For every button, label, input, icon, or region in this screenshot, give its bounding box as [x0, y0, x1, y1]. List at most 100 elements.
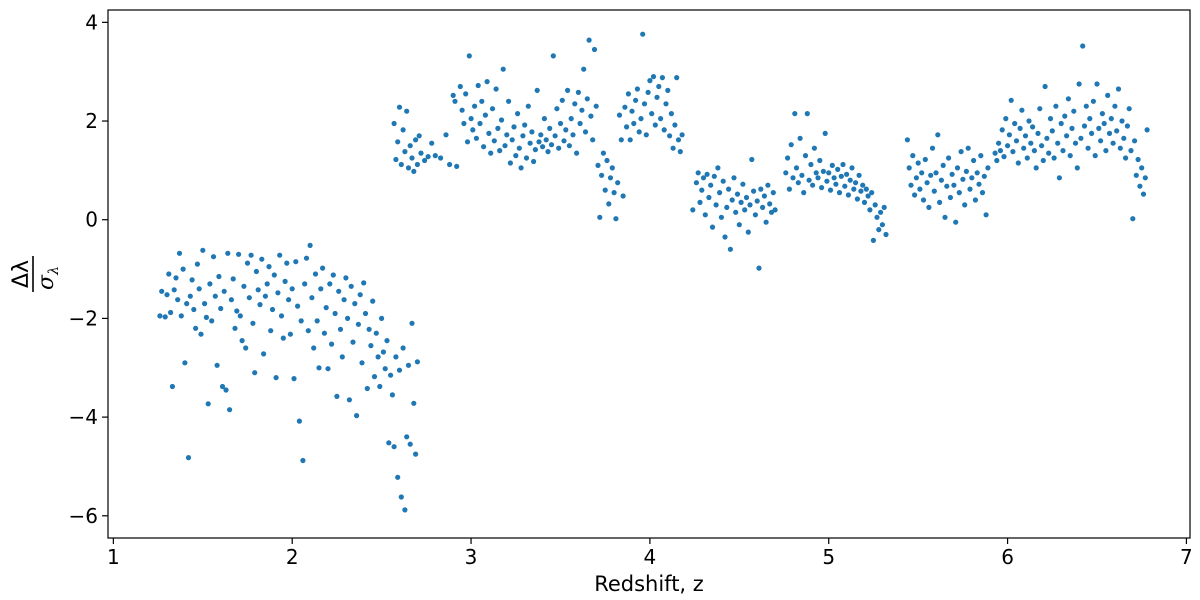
data-point [271, 272, 277, 278]
data-point [604, 157, 610, 164]
data-point [706, 194, 712, 201]
data-point [175, 297, 181, 303]
data-point [997, 148, 1004, 154]
data-point [470, 127, 476, 133]
data-point [924, 180, 930, 186]
data-point [736, 222, 742, 228]
data-point [364, 385, 370, 392]
data-point [210, 254, 217, 260]
data-point [389, 392, 395, 398]
data-point [840, 161, 846, 168]
data-point [720, 178, 726, 184]
data-point [454, 163, 460, 169]
data-point [168, 309, 174, 316]
data-point [999, 127, 1005, 133]
data-point [1035, 130, 1041, 136]
data-point [362, 310, 369, 317]
data-point [979, 190, 986, 196]
data-point [513, 153, 519, 159]
x-tick-label: 7 [1180, 545, 1193, 569]
data-point [239, 338, 245, 344]
data-point [758, 186, 764, 192]
data-point [1013, 138, 1020, 144]
data-point [337, 326, 344, 332]
data-point [482, 112, 488, 118]
data-point [1108, 116, 1114, 122]
data-point [645, 89, 651, 95]
data-point [1026, 118, 1032, 124]
data-point [1069, 125, 1075, 131]
data-point [414, 161, 420, 168]
data-point [695, 170, 701, 176]
data-point [1062, 113, 1068, 119]
data-point [1121, 135, 1127, 141]
data-point [842, 183, 848, 189]
data-point [969, 175, 975, 181]
data-point [937, 199, 943, 205]
data-point [675, 137, 682, 143]
data-point [184, 301, 190, 307]
data-point [368, 343, 374, 349]
data-point [665, 87, 671, 93]
data-point [205, 401, 211, 407]
data-point [752, 212, 759, 218]
data-point [917, 186, 923, 192]
data-point [647, 78, 653, 84]
data-point [593, 103, 599, 109]
data-point [507, 160, 513, 166]
data-point [976, 181, 982, 187]
data-point [827, 187, 834, 193]
data-point [1021, 145, 1027, 151]
data-point [878, 209, 884, 215]
data-point [652, 122, 658, 128]
data-point [400, 127, 406, 133]
data-point [981, 173, 987, 179]
data-point [935, 132, 941, 138]
data-point [234, 308, 240, 314]
data-point [366, 326, 372, 332]
data-point [947, 194, 954, 201]
data-point [1130, 216, 1136, 222]
data-point [967, 186, 973, 192]
data-point [180, 266, 186, 272]
data-point [559, 97, 565, 103]
data-point [602, 187, 608, 193]
data-point [822, 130, 828, 136]
data-point [355, 321, 361, 327]
data-point [216, 273, 222, 280]
data-point [395, 139, 401, 145]
data-point [298, 318, 304, 324]
data-point [273, 375, 279, 381]
data-point [876, 227, 882, 233]
data-point [738, 199, 744, 205]
data-point [872, 202, 878, 208]
data-point [919, 170, 925, 176]
data-point [1080, 43, 1086, 49]
data-point [960, 176, 966, 182]
data-point [659, 75, 666, 81]
data-point [1140, 191, 1147, 197]
data-point [334, 393, 340, 399]
data-point [627, 137, 633, 143]
data-point [293, 259, 299, 265]
data-point [341, 297, 347, 303]
data-point [1089, 130, 1095, 136]
data-point [413, 451, 419, 457]
data-point [262, 293, 268, 299]
data-point [963, 168, 970, 174]
data-point [309, 295, 315, 301]
data-point [978, 153, 984, 159]
data-point [629, 108, 635, 114]
data-point [536, 139, 542, 145]
data-point [813, 170, 819, 176]
data-point [797, 135, 803, 141]
data-point [1132, 138, 1138, 144]
data-point [849, 165, 855, 171]
data-point [543, 137, 549, 143]
data-point [1090, 98, 1096, 104]
data-point [457, 83, 463, 90]
data-point [534, 87, 540, 93]
data-point [237, 313, 243, 319]
data-point [552, 133, 558, 139]
